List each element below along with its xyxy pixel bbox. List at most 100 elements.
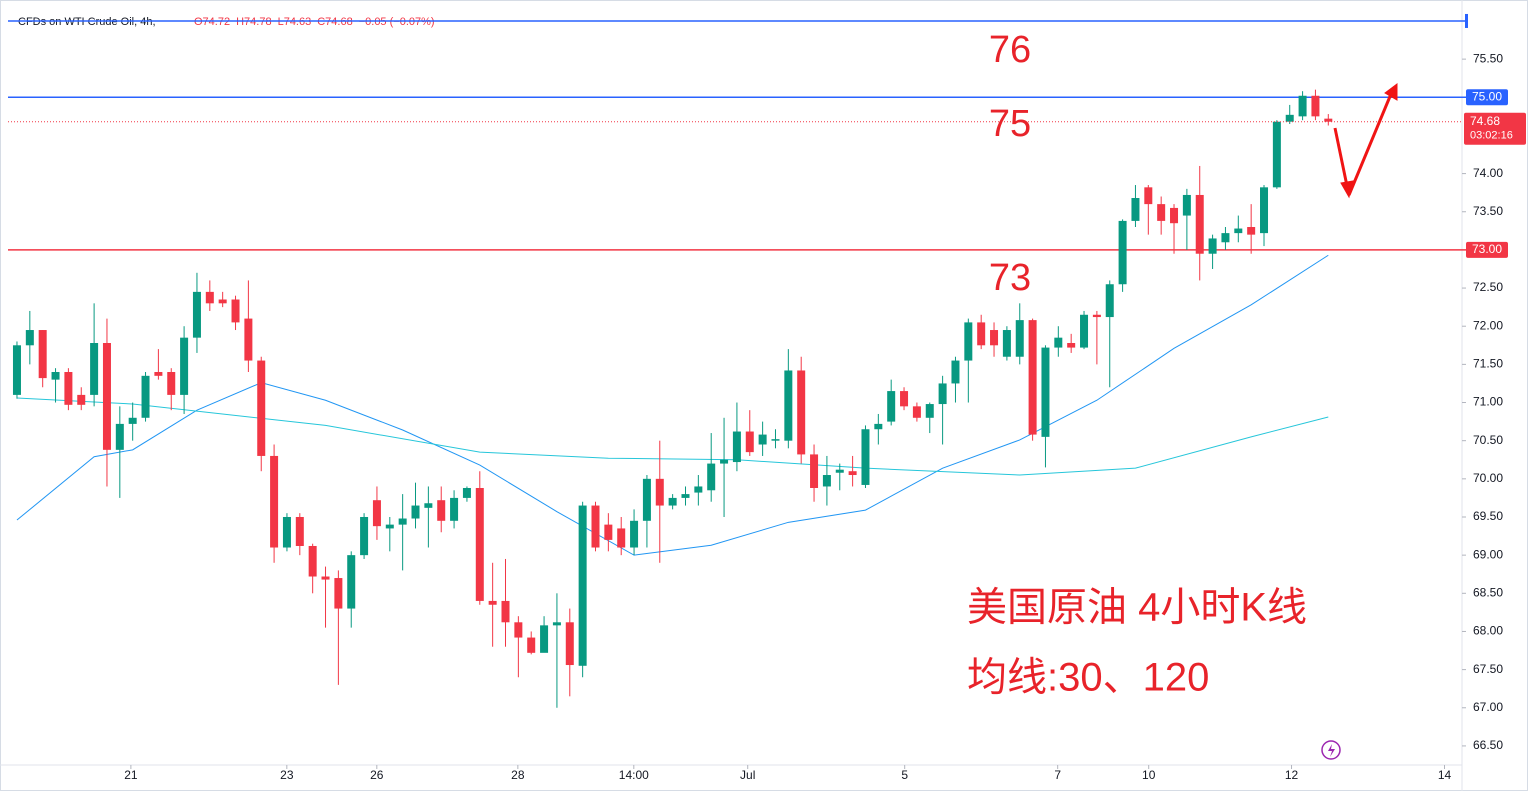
- candle-body: [1298, 95, 1307, 117]
- candle-body: [900, 391, 909, 407]
- x-tick-label: Jul: [740, 768, 755, 782]
- candle-body: [475, 487, 484, 601]
- candle-body: [385, 524, 394, 529]
- candle-body: [887, 391, 896, 422]
- candle-body: [668, 497, 677, 506]
- candle-body: [797, 370, 806, 455]
- ohlc-token: C74.68: [317, 16, 352, 28]
- candle-body: [1234, 228, 1243, 234]
- alert-icon[interactable]: [1321, 740, 1341, 760]
- y-tick-label: 68.00: [1473, 624, 1503, 638]
- x-tick-label: 5: [901, 768, 908, 782]
- level-label-box: [1466, 241, 1508, 258]
- candle-body: [1131, 198, 1140, 221]
- candle-body: [282, 516, 291, 548]
- candle-body: [630, 520, 639, 548]
- candle-body: [848, 471, 857, 476]
- arrow-down: [1333, 127, 1349, 187]
- annotation: 美国原油 4小时K线: [967, 586, 1307, 630]
- candle-body: [372, 500, 381, 527]
- candle-body: [565, 622, 574, 666]
- candle-body: [1054, 337, 1063, 348]
- candle-body: [1221, 233, 1230, 243]
- level-handle: [1465, 13, 1468, 28]
- x-tick-label: 21: [124, 768, 138, 782]
- candle-body: [411, 505, 420, 519]
- candle-body: [514, 622, 523, 638]
- candle-body: [1067, 343, 1076, 348]
- candle-body: [51, 372, 60, 380]
- candle-body: [167, 372, 176, 395]
- last-price-box: [1464, 112, 1526, 145]
- y-tick-label: 70.00: [1473, 471, 1503, 485]
- candle-body: [822, 475, 831, 487]
- symbol-title: CFDs on WTI Crude Oil, 4h,: [18, 16, 156, 28]
- candle-body: [784, 370, 793, 441]
- annotation: 75: [989, 103, 1031, 145]
- annotation: 均线:30、120: [967, 656, 1209, 700]
- y-tick-label: 70.50: [1473, 433, 1503, 447]
- candle-body: [347, 555, 356, 609]
- y-tick-label: 67.00: [1473, 700, 1503, 714]
- y-tick-label: 72.50: [1473, 280, 1503, 294]
- level-label-box: [1466, 89, 1508, 106]
- candle-body: [1002, 330, 1011, 357]
- candle-body: [437, 500, 446, 521]
- candle-body: [642, 478, 651, 521]
- ohlc-token: −0.05 (−0.07%): [359, 16, 435, 28]
- y-tick-label: 69.50: [1473, 509, 1503, 523]
- y-tick-label: 71.00: [1473, 395, 1503, 409]
- candle-body: [1028, 320, 1037, 435]
- ohlc-token: H74.78: [236, 16, 271, 28]
- last-price-label: 74.68: [1470, 114, 1500, 128]
- candle-body: [732, 431, 741, 463]
- y-tick-label: 67.50: [1473, 662, 1503, 676]
- y-tick-label: 66.50: [1473, 738, 1503, 752]
- candle-body: [1208, 238, 1217, 254]
- arrow-head: [1384, 83, 1398, 101]
- ohlc-token: L74.63: [278, 16, 312, 28]
- x-tick-label: 26: [370, 768, 384, 782]
- x-tick-label: 14:00: [619, 768, 649, 782]
- candle-body: [360, 516, 369, 556]
- candle-body: [977, 322, 986, 346]
- candle-body: [1182, 194, 1191, 216]
- candle-body: [694, 486, 703, 493]
- candle-body: [244, 318, 253, 361]
- candle-body: [501, 600, 510, 623]
- ohlc-token: O74.72: [194, 16, 230, 28]
- candle-body: [192, 291, 201, 338]
- y-tick-label: 68.50: [1473, 585, 1503, 599]
- y-tick-label: 69.00: [1473, 547, 1503, 561]
- candle-body: [450, 497, 459, 521]
- candle-body: [617, 528, 626, 548]
- candle-body: [462, 487, 471, 498]
- candle-body: [745, 431, 754, 453]
- candle-body: [218, 299, 227, 304]
- candle-body: [925, 404, 934, 418]
- candle-body: [1285, 114, 1294, 122]
- candle-body: [90, 343, 99, 395]
- y-tick-label: 71.50: [1473, 357, 1503, 371]
- candle-body: [835, 469, 844, 473]
- countdown-label: 03:02:16: [1470, 130, 1513, 142]
- candle-body: [424, 503, 433, 508]
- candle-body: [1272, 121, 1281, 188]
- candle-body: [1324, 118, 1333, 122]
- candle-body: [64, 372, 73, 405]
- candle-body: [578, 505, 587, 666]
- candle-body: [1170, 207, 1179, 224]
- candle-body: [77, 394, 86, 405]
- candle-body: [154, 372, 163, 376]
- y-tick-label: 75.50: [1473, 51, 1503, 65]
- alert-bolt: [1328, 744, 1335, 757]
- candle-body: [1105, 284, 1114, 318]
- candle-body: [1092, 314, 1101, 318]
- candle-body: [912, 406, 921, 418]
- candle-body: [874, 423, 883, 430]
- x-tick-label: 28: [511, 768, 525, 782]
- x-tick-label: 14: [1438, 768, 1452, 782]
